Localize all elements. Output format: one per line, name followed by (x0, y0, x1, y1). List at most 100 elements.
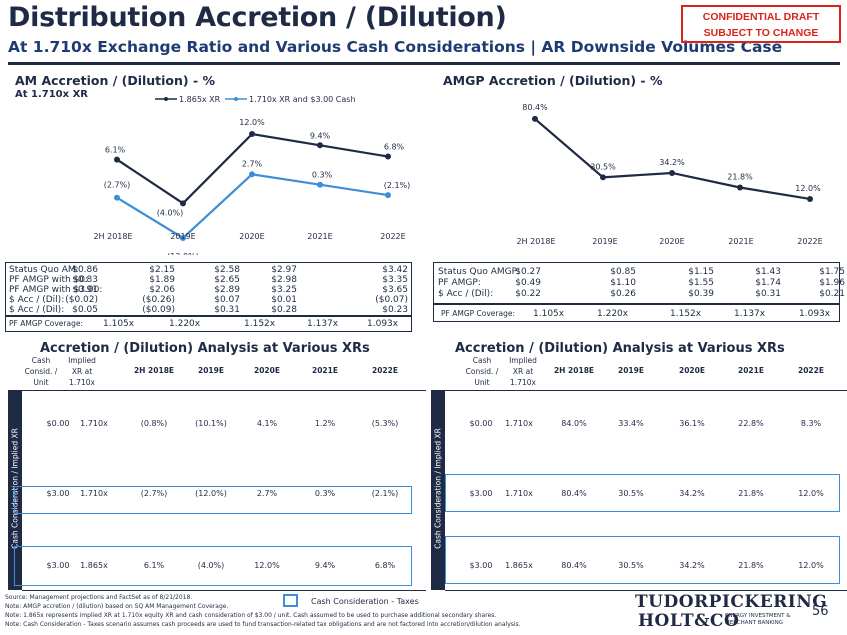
panel-value-0-3: $2.97 (271, 265, 297, 275)
table-cell-2-5: 9.4% (314, 561, 336, 570)
table-cell-2-1: 1.865x (505, 561, 533, 570)
panel-label-1: PF AMGP: (438, 278, 481, 288)
panel-value-3-4: ($0.07) (375, 295, 408, 305)
table-cell-1-2: (2.7%) (140, 489, 168, 498)
coverage-value-3: 1.137x (734, 309, 766, 319)
table-cell-1-0: $3.00 (46, 489, 70, 498)
table-cell-1-0: $3.00 (469, 489, 493, 498)
am-data-label-0-4: 6.8% (384, 143, 405, 152)
table-cell-0-3: (10.1%) (195, 419, 227, 428)
coverage-value-2: 1.152x (670, 309, 702, 319)
amgp-point-1 (600, 174, 606, 181)
am-table-title: Accretion / (Dilution) Analysis at Vario… (40, 341, 370, 356)
am-tick-label-0: 2H 2018E (93, 232, 132, 241)
table-cell-2-4: 34.2% (679, 561, 705, 570)
panel-value-3-2: $0.07 (214, 295, 240, 305)
am-data-label-0-0: 6.1% (105, 146, 126, 155)
table-cell-0-0: $0.00 (469, 419, 493, 428)
panel-value-1-3: $2.98 (271, 275, 297, 285)
am-point-1-1 (180, 234, 186, 241)
table-header-4: 2020E (254, 366, 280, 375)
table-highlight-1 (445, 536, 840, 584)
table-cell-2-6: 6.8% (374, 561, 396, 570)
panel-value-1-4: $3.35 (382, 275, 408, 285)
panel-value-4-3: $0.28 (271, 305, 297, 315)
table-highlight-0 (14, 486, 412, 514)
panel-label-0: Status Quo AM: (9, 265, 79, 275)
amgp-data-label-3: 21.8% (727, 172, 753, 181)
coverage-value-2: 1.152x (244, 319, 276, 329)
panel-value-1-2: $1.55 (688, 278, 714, 288)
am-data-label-1-0: (2.7%) (104, 181, 131, 190)
cash-taxes-legend-box (283, 594, 298, 607)
panel-value-2-1: $2.06 (149, 285, 175, 295)
table-cell-0-6: 8.3% (800, 419, 822, 428)
table-side-band (431, 390, 445, 590)
panel-value-3-1: ($0.26) (142, 295, 175, 305)
table-header-6: 2022E (798, 366, 824, 375)
panel-value-0-1: $2.15 (149, 265, 175, 275)
am-point-1-3 (317, 181, 323, 188)
logo-line-2: HOLT&CO (638, 611, 740, 631)
panel-value-1-1: $1.10 (610, 278, 636, 288)
table-separator-0 (22, 390, 426, 391)
panel-value-1-0: $0.83 (72, 275, 98, 285)
page-title: Distribution Accretion / (Dilution) (8, 2, 507, 33)
am-point-0-4 (385, 153, 391, 160)
panel-label-2: $ Acc / (Dil): (438, 289, 494, 299)
am-data-label-0-2: 12.0% (239, 118, 265, 127)
am-point-1-4 (385, 192, 391, 199)
table-cell-2-6: 12.0% (798, 561, 824, 570)
table-cell-0-5: 22.8% (738, 419, 764, 428)
am-chart-title: AM Accretion / (Dilution) - % (15, 73, 216, 88)
table-cell-0-0: $0.00 (46, 419, 70, 428)
amgp-table-title: Accretion / (Dilution) Analysis at Vario… (455, 341, 785, 356)
coverage-value-0: 1.105x (533, 309, 565, 319)
footnote-source: Source: Management projections and FactS… (5, 594, 193, 601)
panel-value-2-1: $0.26 (610, 289, 636, 299)
amgp-data-label-0: 80.4% (522, 103, 548, 112)
table-highlight-1 (14, 546, 412, 586)
coverage-value-4: 1.093x (367, 319, 399, 329)
table-cell-0-6: (5.3%) (371, 419, 399, 428)
table-cell-0-4: 36.1% (679, 419, 705, 428)
table-cell-0-1: 1.710x (505, 419, 533, 428)
am-data-label-1-2: 2.7% (242, 159, 263, 168)
panel-value-0-2: $2.58 (214, 265, 240, 275)
table-cell-2-0: $3.00 (46, 561, 70, 570)
am-coverage-box (5, 316, 412, 332)
table-cell-0-2: 84.0% (561, 419, 587, 428)
panel-value-1-2: $2.65 (214, 275, 240, 285)
table-cell-0-3: 33.4% (618, 419, 644, 428)
panel-value-4-2: $0.31 (214, 305, 240, 315)
panel-value-1-3: $1.74 (755, 278, 781, 288)
table-cell-1-3: 30.5% (618, 489, 644, 498)
panel-value-2-0: $0.91 (72, 285, 98, 295)
table-side-band (8, 390, 22, 590)
table-highlight-0 (445, 474, 840, 512)
amgp-tick-label-3: 2021E (728, 237, 753, 246)
am-point-0-3 (317, 142, 323, 149)
amgp-accretion-chart: 80.4% 30.5% 34.2% 21.8% 12.0% 2H 2018E 2019E 20… (516, 103, 822, 246)
panel-value-4-0: $0.05 (72, 305, 98, 315)
table-cell-0-1: 1.710x (80, 419, 108, 428)
table-cell-1-1: 1.710x (505, 489, 533, 498)
amgp-data-label-2: 34.2% (659, 158, 685, 167)
table-cell-1-2: 80.4% (561, 489, 587, 498)
table-cell-0-5: 1.2% (314, 419, 336, 428)
table-cell-2-0: $3.00 (469, 561, 493, 570)
am-data-label-1-1: (12.0%) (167, 252, 199, 255)
table-cell-2-2: 6.1% (143, 561, 165, 570)
panel-value-4-4: $0.23 (382, 305, 408, 315)
legend-label-0: 1.865x XR (179, 95, 221, 104)
amgp-tick-label-0: 2H 2018E (516, 237, 555, 246)
legend-label-1: 1.710x XR and $3.00 Cash (249, 95, 356, 104)
am-point-0-2 (249, 131, 255, 138)
table-cell-0-4: 4.1% (256, 419, 278, 428)
table-side-label: Cash Consideration / Implied XR (433, 428, 443, 549)
table-cell-1-5: 0.3% (314, 489, 336, 498)
table-cell-1-6: 12.0% (798, 489, 824, 498)
legend-marker-0 (164, 97, 168, 101)
am-tick-label-3: 2021E (307, 232, 332, 241)
panel-value-2-3: $3.25 (271, 285, 297, 295)
